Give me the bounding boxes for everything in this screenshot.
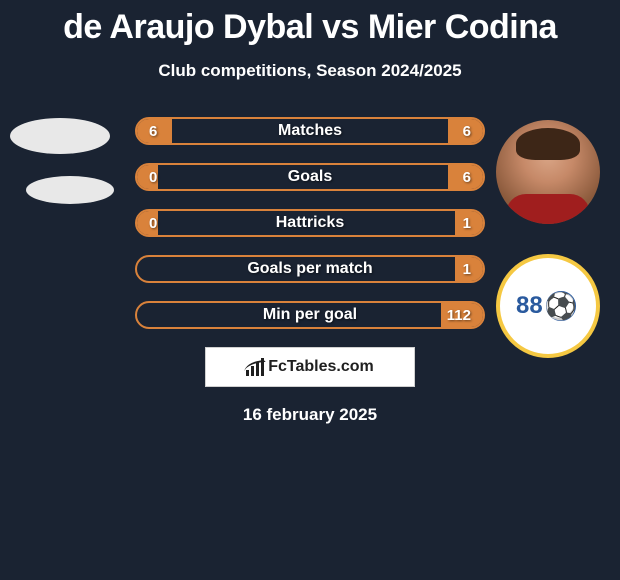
stat-label: Matches xyxy=(137,119,483,143)
stat-row: Matches6 6 xyxy=(135,117,485,145)
infographic-root: de Araujo Dybal vs Mier Codina Club comp… xyxy=(0,0,620,580)
stats-comparison-chart: Matches66Goals06Hattricks01Goals per mat… xyxy=(0,117,620,329)
stat-label: Goals per match xyxy=(137,257,483,281)
date-label: 16 february 2025 xyxy=(0,405,620,425)
stat-label: Hattricks xyxy=(137,211,483,235)
page-title: de Araujo Dybal vs Mier Codina xyxy=(0,8,620,47)
stat-value-right: 112 xyxy=(447,303,471,327)
stat-row: Goals0 6 xyxy=(135,163,485,191)
stat-value-right: 6 xyxy=(463,165,471,189)
stat-value-left: 6 xyxy=(149,119,157,143)
subtitle: Club competitions, Season 2024/2025 xyxy=(0,61,620,81)
stat-label: Goals xyxy=(137,165,483,189)
stat-value-right: 1 xyxy=(463,257,471,281)
chart-icon xyxy=(246,358,264,376)
stat-value-right: 6 xyxy=(463,119,471,143)
stat-row: Hattricks0 1 xyxy=(135,209,485,237)
stat-label: Min per goal xyxy=(137,303,483,327)
stat-value-right: 1 xyxy=(463,211,471,235)
stat-value-left: 0 xyxy=(149,165,157,189)
brand-label: FcTables.com xyxy=(268,358,374,376)
brand-watermark: FcTables.com xyxy=(205,347,415,387)
stat-row: Min per goal112 xyxy=(135,301,485,329)
stat-value-left: 0 xyxy=(149,211,157,235)
stat-row: Goals per match1 xyxy=(135,255,485,283)
